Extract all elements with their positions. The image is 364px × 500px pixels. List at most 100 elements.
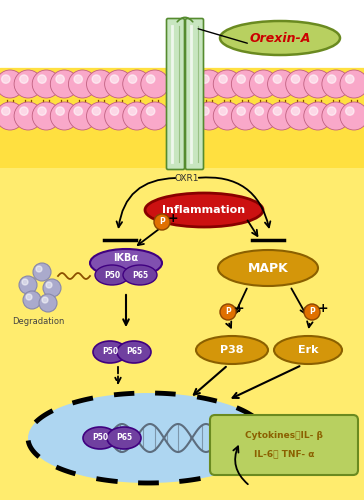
Circle shape (213, 70, 241, 98)
Text: Inflammation: Inflammation (162, 205, 246, 215)
Circle shape (219, 107, 227, 116)
Text: P38: P38 (220, 345, 244, 355)
Circle shape (1, 107, 10, 116)
Circle shape (43, 279, 61, 297)
Circle shape (38, 75, 46, 84)
FancyBboxPatch shape (186, 18, 203, 170)
Ellipse shape (145, 193, 263, 227)
FancyBboxPatch shape (210, 415, 358, 475)
Circle shape (286, 70, 314, 98)
Circle shape (304, 70, 332, 98)
Ellipse shape (196, 336, 268, 364)
Circle shape (50, 102, 78, 130)
Circle shape (304, 102, 332, 130)
Circle shape (68, 70, 96, 98)
Text: OXR1: OXR1 (175, 174, 199, 183)
Text: Erk: Erk (298, 345, 318, 355)
Text: P: P (159, 218, 165, 226)
Circle shape (268, 102, 296, 130)
Circle shape (74, 75, 82, 84)
Circle shape (1, 75, 10, 84)
Ellipse shape (83, 427, 117, 449)
Text: P: P (309, 308, 315, 316)
Circle shape (291, 75, 300, 84)
Circle shape (46, 282, 52, 288)
Circle shape (146, 107, 155, 116)
Circle shape (249, 102, 277, 130)
Circle shape (56, 107, 64, 116)
Text: P65: P65 (116, 434, 132, 442)
Circle shape (309, 75, 318, 84)
Circle shape (104, 70, 132, 98)
Circle shape (273, 107, 282, 116)
Text: IKBα: IKBα (114, 253, 139, 263)
Circle shape (128, 75, 137, 84)
Circle shape (36, 266, 42, 272)
Ellipse shape (93, 341, 127, 363)
Circle shape (87, 102, 115, 130)
Circle shape (345, 75, 354, 84)
Circle shape (213, 102, 241, 130)
Circle shape (328, 75, 336, 84)
Circle shape (195, 70, 223, 98)
Text: P50: P50 (92, 434, 108, 442)
FancyBboxPatch shape (166, 18, 185, 170)
Circle shape (309, 107, 318, 116)
Circle shape (195, 102, 223, 130)
Text: +: + (318, 302, 328, 316)
Circle shape (14, 70, 42, 98)
Circle shape (123, 102, 151, 130)
Circle shape (32, 102, 60, 130)
Text: P65: P65 (132, 270, 148, 280)
FancyArrowPatch shape (177, 18, 193, 22)
Text: P: P (225, 308, 231, 316)
Text: Orexin-A: Orexin-A (249, 32, 311, 44)
Circle shape (255, 107, 264, 116)
Circle shape (304, 304, 320, 320)
Circle shape (201, 107, 209, 116)
Text: +: + (234, 302, 244, 316)
Circle shape (26, 294, 32, 300)
Text: Cytokines：IL- β: Cytokines：IL- β (245, 432, 323, 440)
Text: IL-6、 TNF- α: IL-6、 TNF- α (254, 450, 314, 458)
Circle shape (56, 75, 64, 84)
Circle shape (110, 107, 119, 116)
Circle shape (20, 107, 28, 116)
Circle shape (50, 70, 78, 98)
Circle shape (340, 102, 364, 130)
Circle shape (20, 75, 28, 84)
Text: MAPK: MAPK (248, 262, 288, 274)
Ellipse shape (123, 265, 157, 285)
Circle shape (286, 102, 314, 130)
Circle shape (291, 107, 300, 116)
Ellipse shape (28, 393, 268, 483)
Circle shape (322, 102, 350, 130)
Circle shape (92, 75, 100, 84)
Circle shape (237, 75, 245, 84)
Circle shape (38, 107, 46, 116)
Circle shape (23, 291, 41, 309)
Ellipse shape (274, 336, 342, 364)
Circle shape (255, 75, 264, 84)
Text: P50: P50 (104, 270, 120, 280)
Circle shape (14, 102, 42, 130)
Circle shape (340, 70, 364, 98)
Circle shape (268, 70, 296, 98)
Ellipse shape (220, 21, 340, 55)
Ellipse shape (90, 249, 162, 277)
Text: P65: P65 (126, 348, 142, 356)
Text: P50: P50 (102, 348, 118, 356)
Circle shape (249, 70, 277, 98)
Circle shape (39, 294, 57, 312)
Ellipse shape (95, 265, 129, 285)
Circle shape (220, 304, 236, 320)
Text: Degradation: Degradation (12, 317, 64, 326)
Circle shape (110, 75, 119, 84)
Circle shape (154, 214, 170, 230)
Circle shape (345, 107, 354, 116)
Bar (0, 68, 364, 168)
Circle shape (87, 70, 115, 98)
Circle shape (146, 75, 155, 84)
Circle shape (232, 70, 260, 98)
Circle shape (92, 107, 100, 116)
